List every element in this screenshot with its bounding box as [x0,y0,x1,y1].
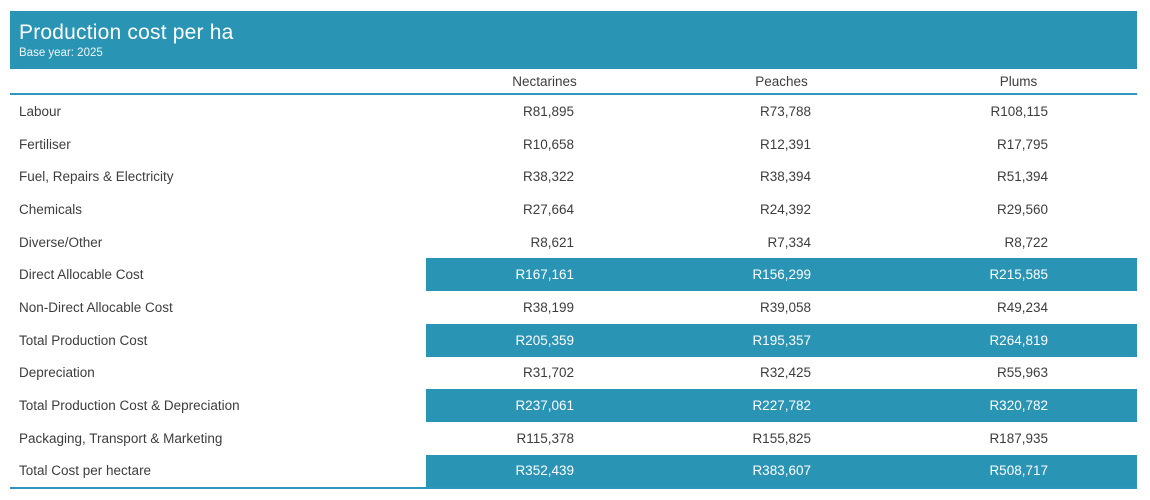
cell-value: R187,935 [989,430,1048,446]
cell-value: R155,825 [752,430,811,446]
cell-value: R81,895 [522,103,574,119]
cell-value: R12,391 [759,136,811,152]
header-label-spacer [10,69,426,93]
row-values: R115,378 R155,825 R187,935 [426,422,1137,455]
cell-value: R38,322 [522,169,574,185]
row-values: R8,621 R7,334 R8,722 [426,226,1137,259]
cell-value: R8,621 [530,234,574,250]
cell-value: R156,299 [752,267,811,283]
cell-value: R10,658 [522,136,574,152]
cell-value: R108,115 [990,103,1048,119]
row-label: Total Production Cost [19,332,148,348]
row-values-highlighted: R167,161 R156,299 R215,585 [426,258,1137,292]
cell-value: R32,425 [759,365,811,381]
cost-table: Nectarines Peaches Plums Labour R81,895 R7… [10,69,1137,490]
row-values: R81,895 R73,788 R108,115 [426,95,1137,128]
cell-value: R115,378 [516,430,574,446]
row-values-highlighted: R352,439 R383,607 R508,717 [426,454,1137,488]
row-label: Depreciation [19,365,95,381]
row-label: Diverse/Other [19,234,103,250]
row-label: Chemicals [19,201,83,217]
table-row: Fertiliser R10,658 R12,391 R17,795 [10,128,1137,161]
cell-value: R205,359 [515,332,574,348]
cell-value: R383,607 [752,463,811,479]
cell-value: R38,394 [759,169,811,185]
cell-value: R29,560 [996,201,1048,217]
row-label: Non-Direct Allocable Cost [19,299,173,315]
cell-value: R264,819 [989,332,1048,348]
row-label: Packaging, Transport & Marketing [19,430,223,446]
cell-value: R49,234 [996,299,1048,315]
cell-value: R17,795 [996,136,1048,152]
row-values: R38,199 R39,058 R49,234 [426,291,1137,324]
cell-value: R55,963 [996,365,1048,381]
row-values: R10,658 R12,391 R17,795 [426,128,1137,161]
table-row: Depreciation R31,702 R32,425 R55,963 [10,357,1137,390]
row-values-highlighted: R237,061 R227,782 R320,782 [426,389,1137,422]
table-row: Total Cost per hectare R352,439 R383,607 R5… [10,454,1137,488]
table-row: Diverse/Other R8,621 R7,334 R8,722 [10,226,1137,259]
column-header-plums: Plums [999,73,1038,89]
cell-value: R8,722 [1004,234,1048,250]
cell-value: R237,061 [515,398,574,414]
table-row: Packaging, Transport & Marketing R115,378… [10,422,1137,455]
row-label: Fertiliser [19,136,71,152]
cell-value: R51,394 [996,169,1048,185]
cell-value: R227,782 [752,398,811,414]
table-row: Labour R81,895 R73,788 R108,115 [10,95,1137,128]
cell-value: R352,439 [515,463,574,479]
cell-value: R31,702 [522,365,574,381]
column-header-nectarines: Nectarines [512,73,577,89]
cell-value: R195,357 [752,332,811,348]
row-label: Labour [19,103,62,119]
row-label: Fuel, Repairs & Electricity [19,169,174,185]
table-row: Direct Allocable Cost R167,161 R156,299 R21… [10,258,1137,292]
cell-value: R27,664 [522,201,574,217]
cell-value: R39,058 [759,299,811,315]
title-band: Production cost per ha Base year: 2025 [10,11,1137,69]
table-row: Total Production Cost & Depreciation R237… [10,389,1137,422]
cell-value: R320,782 [989,398,1048,414]
row-values-highlighted: R205,359 R195,357 R264,819 [426,323,1137,357]
cell-value: R215,585 [989,267,1048,283]
table-row: Fuel, Repairs & Electricity R38,322 R38,39… [10,160,1137,193]
column-header-peaches: Peaches [755,73,808,89]
cell-value: R167,161 [515,267,574,283]
table-row: Total Production Cost R205,359 R195,357 R26… [10,323,1137,357]
cell-value: R38,199 [522,299,574,315]
table-body: Labour R81,895 R73,788 R108,115 Fertiliser R1… [10,95,1137,490]
cell-value: R73,788 [759,103,811,119]
page-title: Production cost per ha [19,21,234,44]
cell-value: R508,717 [989,463,1048,479]
cell-value: R24,392 [759,201,811,217]
table-header-row: Nectarines Peaches Plums [10,69,1137,95]
table-row: Chemicals R27,664 R24,392 R29,560 [10,193,1137,226]
cell-value: R7,334 [767,234,811,250]
row-label: Total Cost per hectare [19,463,152,479]
page-subtitle: Base year: 2025 [19,47,103,59]
row-values: R38,322 R38,394 R51,394 [426,160,1137,193]
row-label: Total Production Cost & Depreciation [19,398,240,414]
table-row: Non-Direct Allocable Cost R38,199 R39,058 R… [10,291,1137,324]
row-label: Direct Allocable Cost [19,267,144,283]
row-values: R31,702 R32,425 R55,963 [426,357,1137,390]
row-values: R27,664 R24,392 R29,560 [426,193,1137,226]
